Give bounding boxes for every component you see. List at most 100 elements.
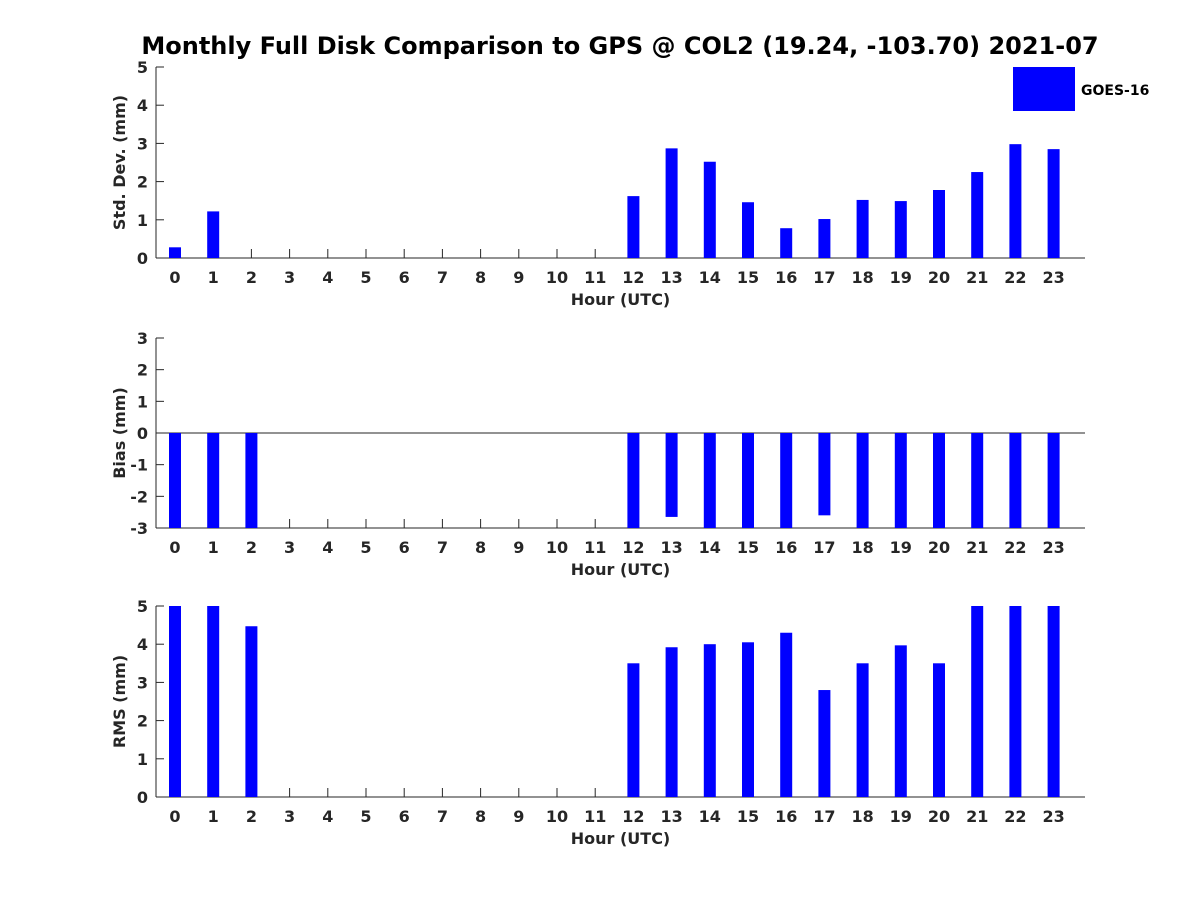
std-dev-mm-x-tick-label: 23 — [1042, 268, 1064, 287]
rms-mm-y-tick-label: 2 — [137, 712, 148, 731]
bias-mm-x-tick-label: 21 — [966, 538, 988, 557]
std-dev-mm-x-tick-label: 4 — [322, 268, 333, 287]
rms-mm-y-tick-label: 4 — [137, 635, 148, 654]
std-dev-mm-x-tick-label: 6 — [399, 268, 410, 287]
bias-mm-x-tick-label: 16 — [775, 538, 797, 557]
bias-mm-y-tick-label: -2 — [130, 487, 148, 506]
bias-mm-x-tick-label: 8 — [475, 538, 486, 557]
bias-mm-bar-hour-20 — [933, 433, 945, 528]
rms-mm-bar-hour-18 — [856, 663, 869, 797]
rms-mm-x-tick-label: 23 — [1042, 807, 1064, 826]
bias-mm-x-axis-label: Hour (UTC) — [571, 560, 671, 579]
rms-mm-x-tick-label: 4 — [322, 807, 333, 826]
bias-mm-x-tick-label: 3 — [284, 538, 295, 557]
std-dev-mm-bar-hour-21 — [971, 172, 984, 258]
bias-mm-y-tick-label: 1 — [137, 392, 148, 411]
rms-mm-y-tick-label: 5 — [137, 597, 148, 616]
rms-mm-x-tick-label: 13 — [660, 807, 682, 826]
std-dev-mm-y-tick-label: 0 — [137, 249, 148, 268]
std-dev-mm-x-tick-label: 17 — [813, 268, 835, 287]
rms-mm-bar-hour-20 — [933, 663, 945, 797]
std-dev-mm-x-tick-label: 14 — [699, 268, 721, 287]
legend: GOES-16 — [1013, 67, 1149, 111]
std-dev-mm-bar-hour-22 — [1009, 144, 1022, 258]
std-dev-mm-x-tick-label: 22 — [1004, 268, 1026, 287]
std-dev-mm-x-tick-label: 15 — [737, 268, 759, 287]
std-dev-mm-x-tick-label: 3 — [284, 268, 295, 287]
std-dev-mm-bar-hour-14 — [703, 161, 716, 258]
bias-mm-x-tick-label: 20 — [928, 538, 950, 557]
rms-mm-x-tick-label: 16 — [775, 807, 797, 826]
bias-mm-bar-hour-21 — [971, 433, 984, 528]
bias-mm-x-tick-label: 2 — [246, 538, 257, 557]
bias-mm-bar-hour-2 — [245, 433, 258, 528]
rms-mm-x-tick-label: 3 — [284, 807, 295, 826]
bias-mm-x-tick-label: 5 — [360, 538, 371, 557]
std-dev-mm-x-tick-label: 12 — [622, 268, 644, 287]
bias-mm-x-tick-label: 12 — [622, 538, 644, 557]
bias-mm-x-tick-label: 7 — [437, 538, 448, 557]
bias-mm-bar-hour-17 — [818, 433, 831, 516]
rms-mm-x-tick-label: 22 — [1004, 807, 1026, 826]
bias-mm-bar-hour-1 — [207, 433, 220, 528]
bias-mm-bar-hour-14 — [703, 433, 716, 528]
std-dev-mm-x-tick-label: 8 — [475, 268, 486, 287]
std-dev-mm-y-tick-label: 3 — [137, 134, 148, 153]
rms-mm-bar-hour-19 — [894, 645, 907, 797]
rms-mm-bar-hour-15 — [742, 642, 754, 797]
bias-mm-y-tick-label: 0 — [137, 424, 148, 443]
bias-mm-x-tick-label: 13 — [660, 538, 682, 557]
std-dev-mm-x-tick-label: 19 — [890, 268, 912, 287]
rms-mm-bar-hour-0 — [169, 606, 181, 797]
rms-mm-x-tick-label: 15 — [737, 807, 759, 826]
rms-mm-x-tick-label: 10 — [546, 807, 568, 826]
bias-mm-bar-hour-0 — [169, 433, 181, 528]
bias-mm-x-tick-label: 4 — [322, 538, 333, 557]
bias-mm-x-tick-label: 19 — [890, 538, 912, 557]
bias-mm-y-tick-label: 2 — [137, 361, 148, 380]
bias-mm-bar-hour-19 — [894, 433, 907, 528]
std-dev-mm-x-tick-label: 7 — [437, 268, 448, 287]
bias-mm-bar-hour-13 — [665, 433, 678, 517]
bias-mm-x-tick-label: 9 — [513, 538, 524, 557]
rms-mm-y-tick-label: 0 — [137, 788, 148, 807]
bias-mm-x-tick-label: 22 — [1004, 538, 1026, 557]
rms-mm-x-tick-label: 14 — [699, 807, 721, 826]
std-dev-mm-y-tick-label: 5 — [137, 58, 148, 77]
std-dev-mm-x-tick-label: 20 — [928, 268, 950, 287]
rms-mm-x-tick-label: 21 — [966, 807, 988, 826]
rms-mm-bar-hour-12 — [627, 663, 640, 797]
chart-title: Monthly Full Disk Comparison to GPS @ CO… — [141, 32, 1098, 60]
bias-mm-bar-hour-23 — [1047, 433, 1060, 528]
std-dev-mm-bar-hour-20 — [933, 190, 945, 258]
std-dev-mm-x-tick-label: 2 — [246, 268, 257, 287]
std-dev-mm-x-tick-label: 10 — [546, 268, 568, 287]
std-dev-mm-bar-hour-23 — [1047, 149, 1060, 258]
rms-mm-x-tick-label: 8 — [475, 807, 486, 826]
std-dev-mm-y-tick-label: 1 — [137, 211, 148, 230]
rms-mm-bar-hour-22 — [1009, 606, 1022, 797]
rms-mm-x-tick-label: 0 — [169, 807, 180, 826]
std-dev-mm-bar-hour-19 — [894, 201, 907, 258]
std-dev-mm-bar-hour-18 — [856, 199, 869, 258]
bias-mm-x-tick-label: 0 — [169, 538, 180, 557]
rms-mm-y-tick-label: 1 — [137, 750, 148, 769]
rms-mm-y-axis-label: RMS (mm) — [110, 655, 129, 748]
std-dev-mm-x-tick-label: 18 — [851, 268, 873, 287]
std-dev-mm-x-tick-label: 0 — [169, 268, 180, 287]
bias-mm-y-tick-label: -1 — [130, 456, 148, 475]
std-dev-mm-bar-hour-17 — [818, 219, 831, 258]
rms-mm-bar-hour-23 — [1047, 606, 1060, 797]
std-dev-mm-x-tick-label: 21 — [966, 268, 988, 287]
rms-mm-x-tick-label: 12 — [622, 807, 644, 826]
legend-label: GOES-16 — [1081, 83, 1149, 99]
rms-mm-x-tick-label: 6 — [399, 807, 410, 826]
rms-mm-x-tick-label: 19 — [890, 807, 912, 826]
rms-mm-bar-hour-21 — [971, 606, 984, 797]
rms-mm-x-tick-label: 18 — [851, 807, 873, 826]
bias-mm-x-tick-label: 10 — [546, 538, 568, 557]
legend-swatch — [1013, 67, 1075, 111]
